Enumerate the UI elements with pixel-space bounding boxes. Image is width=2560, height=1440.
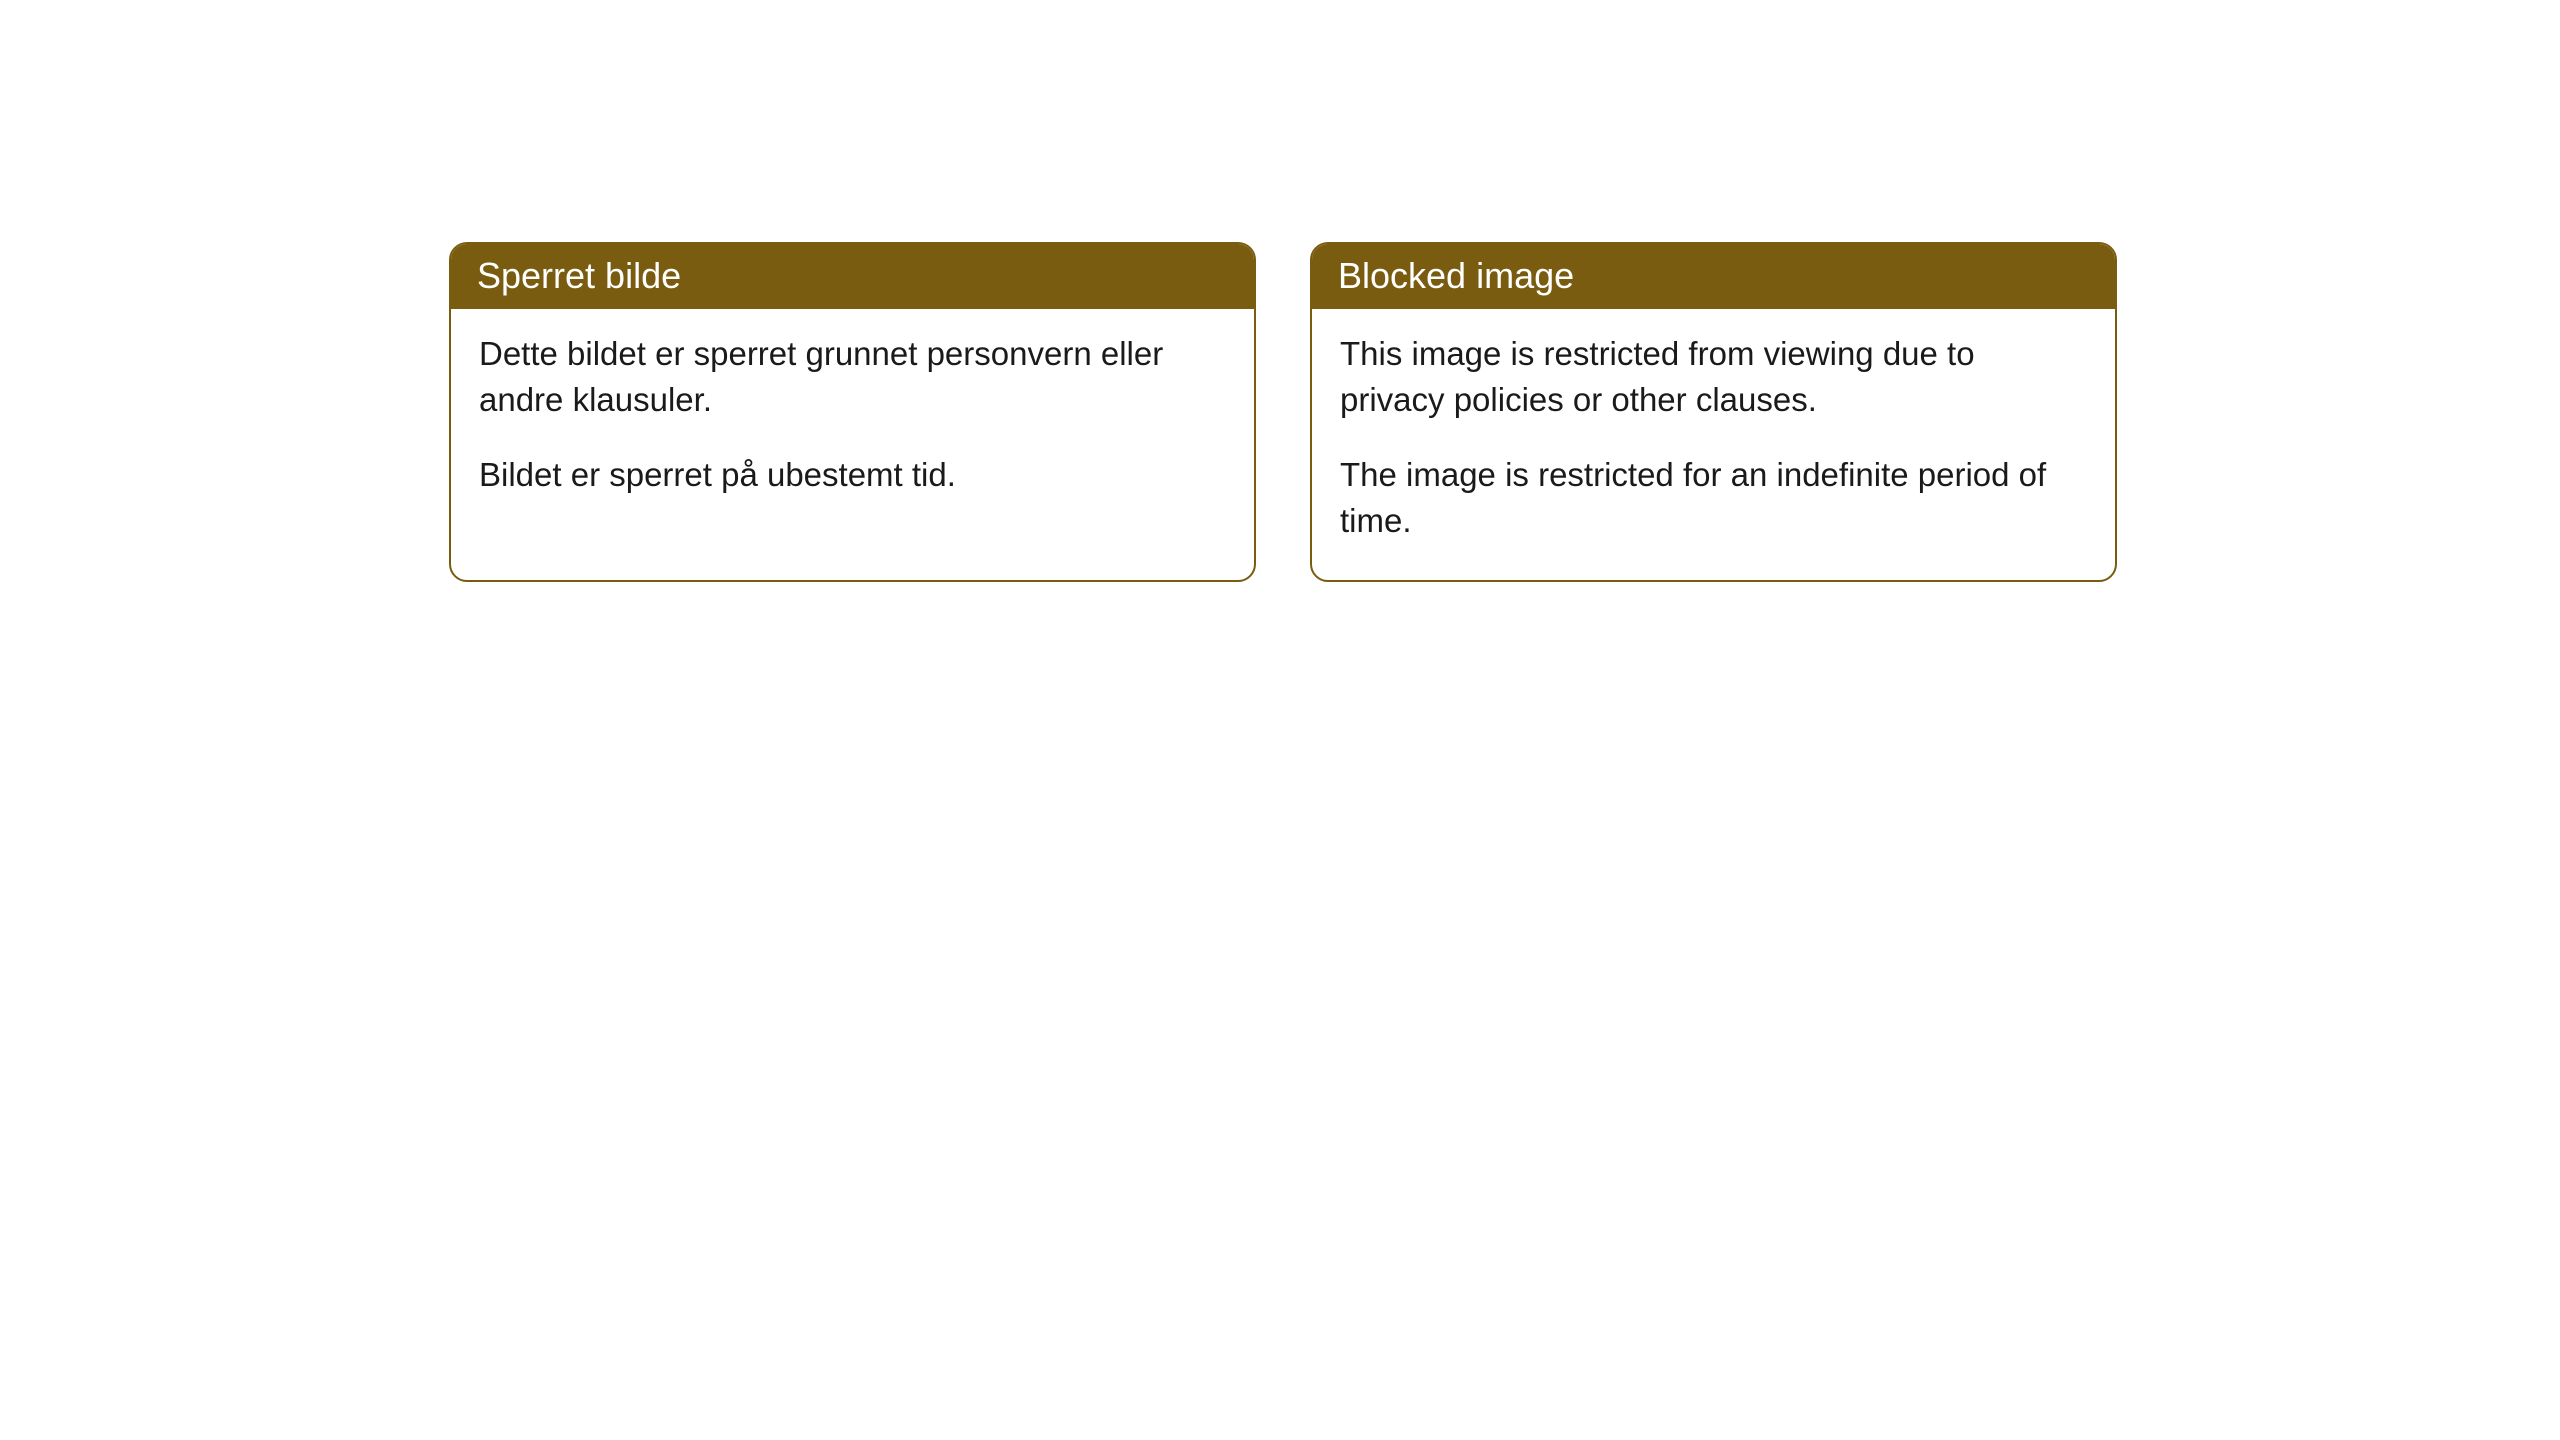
blocked-image-card-english: Blocked image This image is restricted f… xyxy=(1310,242,2117,582)
blocked-image-card-norwegian: Sperret bilde Dette bildet er sperret gr… xyxy=(449,242,1256,582)
card-paragraph-2-norwegian: Bildet er sperret på ubestemt tid. xyxy=(479,452,1226,498)
card-body-norwegian: Dette bildet er sperret grunnet personve… xyxy=(451,309,1254,534)
notice-cards-container: Sperret bilde Dette bildet er sperret gr… xyxy=(449,242,2117,582)
card-header-english: Blocked image xyxy=(1312,244,2115,309)
card-paragraph-2-english: The image is restricted for an indefinit… xyxy=(1340,452,2087,544)
card-body-english: This image is restricted from viewing du… xyxy=(1312,309,2115,580)
card-paragraph-1-norwegian: Dette bildet er sperret grunnet personve… xyxy=(479,331,1226,423)
card-header-norwegian: Sperret bilde xyxy=(451,244,1254,309)
card-paragraph-1-english: This image is restricted from viewing du… xyxy=(1340,331,2087,423)
